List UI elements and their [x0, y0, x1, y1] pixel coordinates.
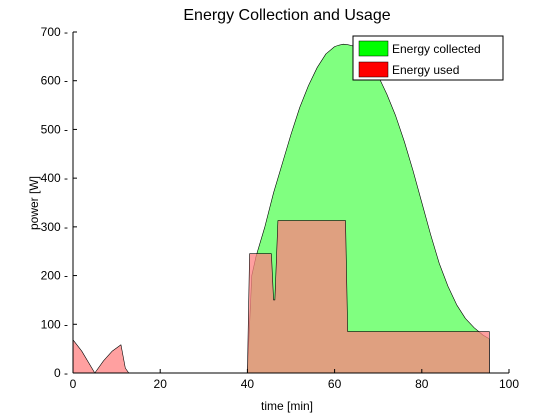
x-axis-label: time [min]	[261, 399, 313, 413]
area-series-energy-used	[72, 220, 490, 374]
x-tick-label: 100	[499, 377, 519, 391]
y-tick-label: 200 -	[41, 269, 68, 283]
x-tick-label: 40	[241, 377, 255, 391]
y-ticks: 0 - 100 - 200 - 300 - 400 - 500 - 600 - 700 -	[41, 25, 77, 380]
y-tick-label: 300 -	[41, 220, 68, 234]
x-ticks: 0 20 40 60 80 100	[70, 369, 519, 391]
legend-label-collected: Energy collected	[392, 42, 481, 56]
area-fills	[72, 43, 490, 374]
legend-swatch-used	[358, 61, 389, 78]
y-tick-label: 500 -	[41, 122, 68, 136]
legend-label-used: Energy used	[392, 63, 459, 77]
chart-title: Energy Collection and Usage	[183, 7, 390, 24]
legend: Energy collected Energy used	[352, 35, 504, 81]
y-tick-label: 400 -	[41, 171, 68, 185]
y-tick-label: 0 -	[54, 366, 68, 380]
y-tick-label: 700 -	[41, 25, 68, 39]
x-tick-label: 20	[154, 377, 168, 391]
x-tick-label: 60	[328, 377, 342, 391]
axes	[72, 32, 509, 374]
y-tick-label: 100 -	[41, 317, 68, 331]
x-tick-label: 80	[415, 377, 429, 391]
x-tick-label: 0	[70, 377, 77, 391]
legend-swatch-collected	[358, 40, 389, 57]
y-tick-label: 600 -	[41, 74, 68, 88]
y-axis-label: power [W]	[27, 176, 41, 230]
